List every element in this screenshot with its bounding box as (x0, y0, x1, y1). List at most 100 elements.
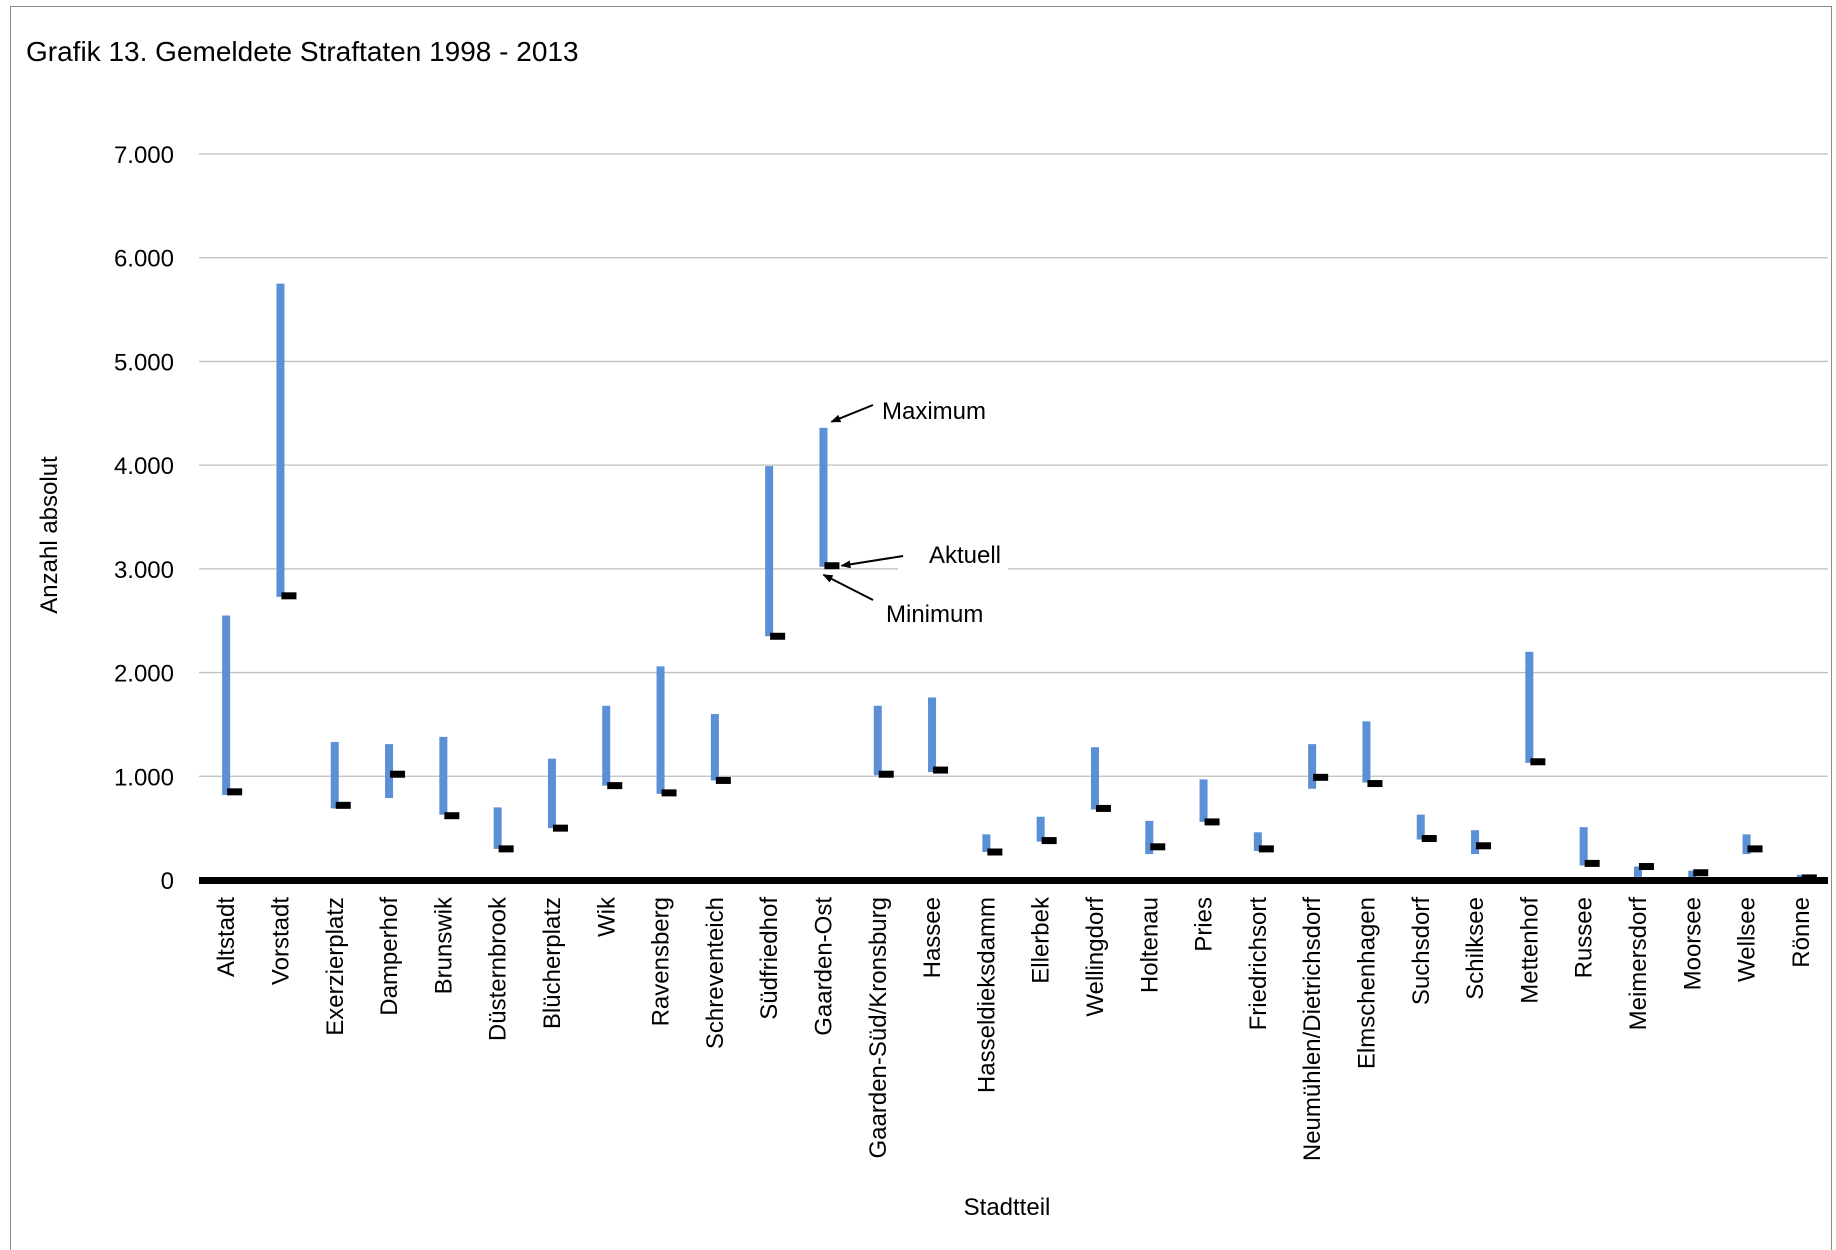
x-tick-label: Ellerbek (1028, 896, 1055, 984)
x-tick-label: Holtenau (1136, 897, 1163, 993)
annotation-arrow (840, 555, 904, 569)
current-marker (1584, 859, 1600, 867)
y-tick-label: 1.000 (114, 764, 174, 791)
x-tick-label: Düsternbrook (485, 896, 512, 1041)
range-bar (1688, 870, 1697, 879)
current-marker (552, 824, 568, 832)
x-tick-label: Elmschenhagen (1353, 897, 1380, 1069)
range-bar (1145, 820, 1154, 855)
range-bar (1253, 832, 1262, 851)
x-tick-label: Damperhof (376, 897, 403, 1016)
x-tick-label: Hasseldieksdamm (973, 897, 1000, 1093)
current-marker (1747, 845, 1763, 853)
x-tick-label: Friedrichsort (1245, 897, 1272, 1031)
current-marker (661, 789, 677, 797)
annotation-arrow (822, 573, 874, 601)
x-tick-label: Mettenhof (1516, 897, 1543, 1004)
current-marker (390, 770, 406, 778)
range-bar (493, 807, 502, 849)
chart-frame (10, 6, 1832, 1250)
x-axis (199, 877, 1828, 884)
range-bar (1742, 834, 1751, 855)
y-tick-label: 2.000 (114, 661, 174, 688)
annotation-arrow (830, 404, 874, 423)
range-bar (222, 615, 231, 795)
y-axis-label: Anzahl absolut (36, 456, 63, 614)
range-bar (1525, 651, 1534, 763)
x-tick-label: Wellsee (1734, 897, 1761, 982)
range-bar (602, 705, 611, 786)
y-tick-label: 5.000 (114, 349, 174, 376)
annotation-label: Minimum (886, 601, 983, 628)
x-tick-label: Schilksee (1462, 897, 1489, 1000)
current-marker (498, 845, 514, 853)
current-marker (1693, 869, 1709, 877)
current-marker (933, 766, 949, 774)
gridlines (199, 153, 1828, 777)
current-marker (987, 848, 1003, 856)
x-tick-label: Suchsdorf (1408, 897, 1435, 1005)
y-tick-label: 3.000 (114, 557, 174, 584)
x-axis-line (199, 877, 1828, 884)
range-bar (928, 697, 937, 773)
range-bar (710, 714, 719, 781)
current-marker (878, 770, 894, 778)
y-tick-label: 6.000 (114, 246, 174, 273)
x-tick-label: Neumühlen/Dietrichsdorf (1299, 897, 1326, 1161)
annotations: Maximum Aktuell Minimum (822, 398, 1008, 628)
range-bar (276, 283, 285, 597)
x-tick-label: Altstadt (213, 897, 240, 977)
range-bar (982, 834, 991, 852)
x-tick-label: Südfriedhof (756, 897, 783, 1020)
current-marker (444, 812, 460, 820)
y-tick-label: 7.000 (114, 142, 174, 169)
annotation-label: Aktuell (929, 542, 1001, 569)
current-marker (1313, 773, 1329, 781)
y-tick-labels: 0 1.000 2.000 3.000 4.000 5.000 6.000 7.000 (114, 142, 174, 895)
range-bar (1579, 827, 1588, 866)
range-bar (547, 758, 556, 829)
chart-title: Grafik 13. Gemeldete Straftaten 1998 - 2… (26, 36, 579, 67)
x-tick-label: Wellingdorf (1082, 897, 1109, 1017)
x-tick-label: Exerzierplatz (322, 897, 349, 1036)
range-bar (873, 705, 882, 776)
current-marker (335, 801, 351, 809)
y-tick-label: 0 (161, 868, 174, 895)
current-marker (1421, 835, 1437, 843)
range-bar (385, 744, 394, 799)
range-bar (439, 736, 448, 815)
x-tick-label: Blücherplatz (539, 897, 566, 1029)
x-tick-label: Pries (1191, 897, 1218, 952)
range-bar (819, 427, 828, 567)
current-marker (770, 632, 786, 640)
x-tick-label: Meimersdorf (1625, 897, 1652, 1031)
current-marker (281, 592, 297, 600)
range-bar (1796, 874, 1805, 879)
x-tick-label: Vorstadt (267, 897, 294, 985)
x-tick-label: Schreventeich (702, 897, 729, 1049)
current-marker (715, 776, 731, 784)
current-marker (1095, 804, 1111, 812)
current-marker (227, 788, 243, 796)
current-marker (1150, 843, 1166, 851)
current-marker (1041, 837, 1057, 845)
range-bars (222, 283, 1817, 882)
x-tick-label: Moorsee (1679, 897, 1706, 990)
current-marker (1258, 845, 1274, 853)
x-axis-label: Stadtteil (964, 1194, 1051, 1221)
range-bar (1036, 816, 1045, 842)
current-marker (824, 562, 840, 570)
x-tick-label: Gaarden-Süd/Kronsburg (865, 897, 892, 1159)
current-marker (1530, 758, 1546, 766)
x-tick-labels: Altstadt Vorstadt Exerzierplatz Damperhof Br… (213, 896, 1815, 1161)
range-bar (1471, 830, 1480, 855)
range-bar (1416, 814, 1425, 840)
x-tick-label: Brunswik (430, 896, 457, 994)
x-tick-label: Hassee (919, 897, 946, 978)
range-bar (1090, 747, 1099, 810)
current-marker (1367, 780, 1383, 788)
current-marker (1204, 818, 1220, 826)
range-bar (1308, 744, 1317, 789)
range-bar (1362, 721, 1371, 783)
